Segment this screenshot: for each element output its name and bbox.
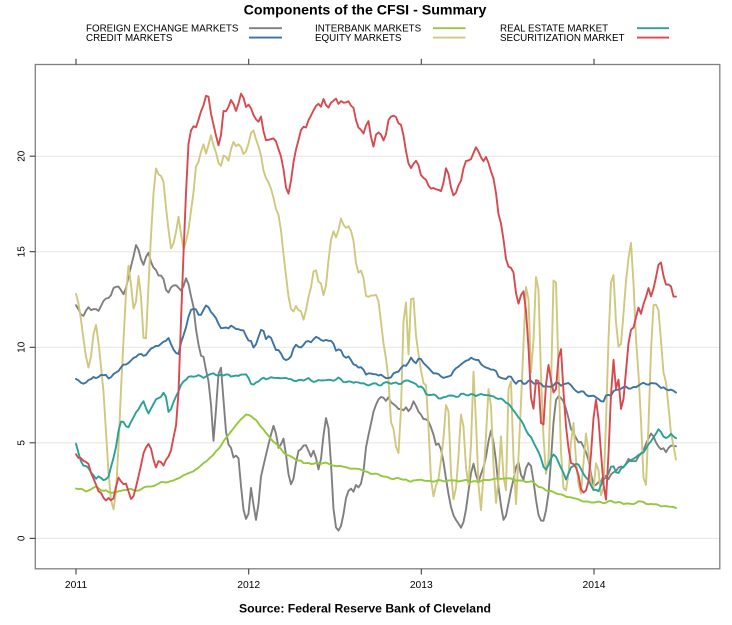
svg-text:Components of the CFSI - Summa: Components of the CFSI - Summary [244, 3, 487, 19]
svg-text:2012: 2012 [237, 580, 260, 591]
svg-text:0: 0 [17, 535, 28, 541]
svg-text:SECURITIZATION MARKET: SECURITIZATION MARKET [500, 33, 624, 44]
svg-text:CREDIT MARKETS: CREDIT MARKETS [86, 33, 173, 44]
svg-text:EQUITY MARKETS: EQUITY MARKETS [315, 33, 402, 44]
svg-text:15: 15 [17, 246, 28, 258]
svg-text:Source: Federal Reserve Bank o: Source: Federal Reserve Bank of Clevelan… [239, 602, 491, 616]
svg-text:20: 20 [17, 150, 28, 162]
svg-text:5: 5 [17, 440, 28, 446]
svg-text:INTERBANK MARKETS: INTERBANK MARKETS [315, 23, 422, 34]
svg-text:REAL ESTATE MARKET: REAL ESTATE MARKET [500, 23, 608, 34]
svg-text:2014: 2014 [583, 580, 606, 591]
svg-text:2011: 2011 [65, 580, 87, 591]
svg-text:2013: 2013 [410, 580, 433, 591]
svg-text:10: 10 [17, 341, 28, 353]
svg-text:FOREIGN EXCHANGE MARKETS: FOREIGN EXCHANGE MARKETS [86, 23, 239, 34]
